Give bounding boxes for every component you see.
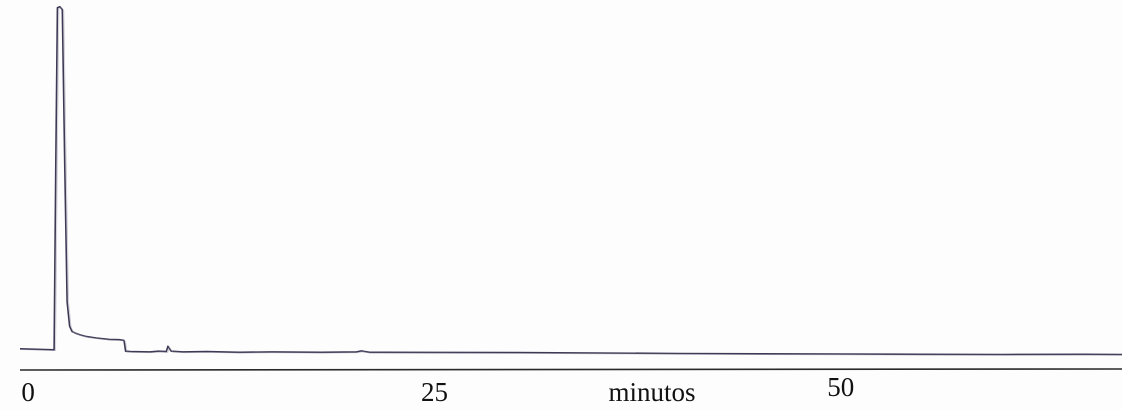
series-line-0 [19,5,1122,356]
x-axis-label: minutos [608,377,695,407]
x-tick-label: 50 [827,372,854,402]
x-tick-label: 0 [21,377,35,407]
axis-layer [19,368,1122,371]
series-line-0-shadow [21,7,1122,356]
tick-label-layer: 0 25 50 [21,372,854,407]
series-layer [19,5,1122,356]
x-axis-line [19,368,1122,371]
x-tick-label: 25 [421,377,448,407]
